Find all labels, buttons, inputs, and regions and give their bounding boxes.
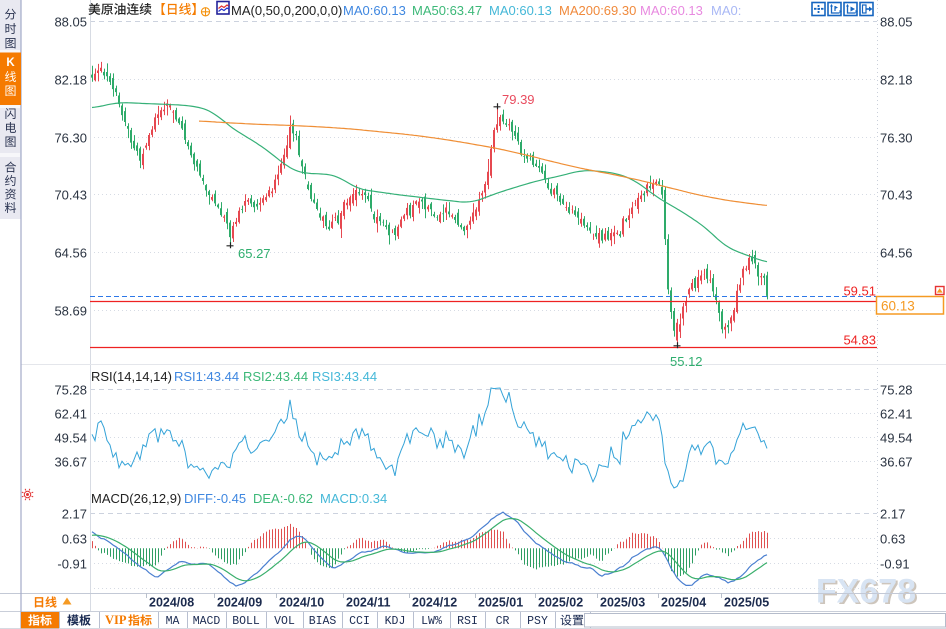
- svg-text:CR: CR: [496, 615, 510, 628]
- svg-text:75.28: 75.28: [880, 383, 913, 398]
- svg-text:64.56: 64.56: [54, 246, 87, 261]
- svg-text:MACD(26,12,9): MACD(26,12,9): [91, 491, 181, 506]
- svg-text:MA(0,50,0,200,0,0): MA(0,50,0,200,0,0): [231, 3, 342, 18]
- svg-text:88.05: 88.05: [54, 15, 87, 30]
- svg-text:CCI: CCI: [349, 615, 370, 628]
- svg-text:MA: MA: [166, 615, 180, 628]
- svg-text:82.18: 82.18: [54, 73, 87, 88]
- svg-text:49.54: 49.54: [54, 431, 87, 446]
- svg-text:54.83: 54.83: [843, 333, 876, 348]
- svg-text:K: K: [6, 57, 15, 69]
- svg-text:RSI(14,14,14): RSI(14,14,14): [91, 369, 172, 384]
- svg-text:0.63: 0.63: [880, 532, 905, 547]
- svg-text:88.05: 88.05: [880, 15, 913, 30]
- svg-text:82.18: 82.18: [880, 73, 913, 88]
- svg-text:2024/09: 2024/09: [217, 596, 262, 610]
- svg-text:2025/02: 2025/02: [538, 596, 583, 610]
- svg-text:MA0:60.13: MA0:60.13: [343, 3, 406, 18]
- svg-text:2.17: 2.17: [62, 507, 87, 522]
- svg-text:2025/05: 2025/05: [724, 596, 769, 610]
- svg-text:PSY: PSY: [527, 615, 548, 628]
- svg-text:KDJ: KDJ: [385, 615, 406, 628]
- svg-text:MACD:0.34: MACD:0.34: [320, 491, 387, 506]
- svg-text:RSI2:43.44: RSI2:43.44: [243, 369, 308, 384]
- svg-text:2.17: 2.17: [880, 507, 905, 522]
- svg-text:MA0:60.13: MA0:60.13: [640, 3, 703, 18]
- svg-text:36.67: 36.67: [880, 455, 913, 470]
- svg-text:BIAS: BIAS: [309, 615, 337, 628]
- svg-text:RSI1:43.44: RSI1:43.44: [174, 369, 239, 384]
- svg-text:2025/01: 2025/01: [478, 596, 523, 610]
- svg-text:DIFF:-0.45: DIFF:-0.45: [184, 491, 246, 506]
- svg-text:55.12: 55.12: [670, 354, 703, 369]
- svg-text:LW%: LW%: [421, 615, 442, 628]
- svg-text:RSI3:43.44: RSI3:43.44: [312, 369, 377, 384]
- svg-text:62.41: 62.41: [880, 407, 913, 422]
- svg-text:2025/04: 2025/04: [661, 596, 706, 610]
- svg-text:70.43: 70.43: [880, 188, 913, 203]
- svg-text:2024/11: 2024/11: [346, 596, 391, 610]
- svg-text:75.28: 75.28: [54, 383, 87, 398]
- svg-text:DEA:-0.62: DEA:-0.62: [253, 491, 313, 506]
- svg-text:60.13: 60.13: [881, 299, 915, 314]
- svg-text:59.51: 59.51: [843, 284, 876, 299]
- svg-text:2024/12: 2024/12: [412, 596, 457, 610]
- svg-text:76.30: 76.30: [54, 131, 87, 146]
- svg-text:MA50:63.47: MA50:63.47: [412, 3, 482, 18]
- svg-text:49.54: 49.54: [880, 431, 913, 446]
- svg-text:36.67: 36.67: [54, 455, 87, 470]
- svg-text:-0.91: -0.91: [880, 557, 910, 572]
- svg-text:FX678: FX678: [816, 573, 916, 611]
- svg-text:2024/08: 2024/08: [149, 596, 194, 610]
- svg-text:MACD: MACD: [193, 615, 221, 628]
- svg-text:58.69: 58.69: [54, 304, 87, 319]
- svg-text:62.41: 62.41: [54, 407, 87, 422]
- svg-text:RSI: RSI: [457, 615, 478, 628]
- svg-text:2024/10: 2024/10: [279, 596, 324, 610]
- svg-text:-0.91: -0.91: [57, 557, 87, 572]
- svg-text:MA0:: MA0:: [711, 3, 741, 18]
- svg-text:64.56: 64.56: [880, 246, 913, 261]
- svg-text:MA200:69.30: MA200:69.30: [559, 3, 636, 18]
- svg-text:70.43: 70.43: [54, 188, 87, 203]
- svg-text:BOLL: BOLL: [232, 615, 260, 628]
- svg-text:VIP: VIP: [105, 613, 127, 627]
- svg-text:2025/03: 2025/03: [600, 596, 645, 610]
- svg-text:0.63: 0.63: [62, 532, 87, 547]
- svg-text:MA0:60.13: MA0:60.13: [489, 3, 552, 18]
- svg-text:VOL: VOL: [274, 615, 295, 628]
- svg-text:76.30: 76.30: [880, 131, 913, 146]
- svg-text:79.39: 79.39: [502, 92, 535, 107]
- svg-text:65.27: 65.27: [238, 246, 271, 261]
